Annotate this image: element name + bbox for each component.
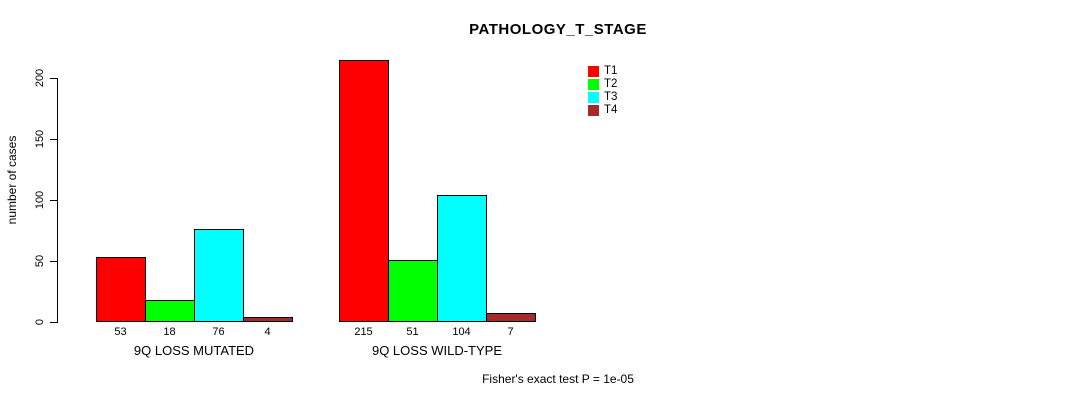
chart-title: PATHOLOGY_T_STAGE	[469, 21, 647, 38]
bar-value-label: 104	[452, 326, 471, 338]
y-tick-label: 100	[34, 190, 46, 210]
legend-swatch-t3	[588, 92, 599, 103]
legend-swatch-t2	[588, 79, 599, 90]
fisher-test-note: Fisher's exact test P = 1e-05	[482, 372, 634, 386]
bar-value-label: 215	[354, 326, 373, 338]
bar-t4-group1	[243, 317, 293, 322]
y-tick-label: 0	[34, 318, 46, 326]
bar-t3-group2	[437, 195, 487, 322]
bar-t2-group2	[388, 260, 438, 322]
legend-swatch-t4	[588, 105, 599, 116]
bar-t1-group1	[96, 257, 146, 322]
legend-swatch-t1	[588, 66, 599, 77]
y-tick	[50, 200, 58, 201]
y-tick	[50, 261, 58, 262]
group-label: 9Q LOSS WILD-TYPE	[371, 343, 503, 358]
bar-value-label: 4	[264, 326, 271, 338]
bar-t2-group1	[145, 300, 195, 322]
bar-value-label: 7	[507, 326, 514, 338]
legend-label-t2: T2	[604, 78, 618, 90]
legend-label-t1: T1	[604, 65, 618, 77]
group-label: 9Q LOSS MUTATED	[133, 343, 255, 358]
y-tick	[50, 322, 58, 323]
bar-value-label: 76	[212, 326, 225, 338]
y-tick-label: 200	[34, 68, 46, 88]
bar-value-label: 53	[114, 326, 127, 338]
y-tick-label: 50	[34, 254, 46, 268]
legend-label-t3: T3	[604, 91, 618, 103]
y-tick-label: 150	[34, 129, 46, 149]
y-tick	[50, 78, 58, 79]
bar-value-label: 18	[163, 326, 176, 338]
bar-t1-group2	[339, 60, 389, 322]
y-tick	[50, 139, 58, 140]
bar-t3-group1	[194, 229, 244, 322]
legend-label-t4: T4	[604, 104, 618, 116]
bar-value-label: 51	[406, 326, 419, 338]
bar-t4-group2	[486, 313, 536, 322]
